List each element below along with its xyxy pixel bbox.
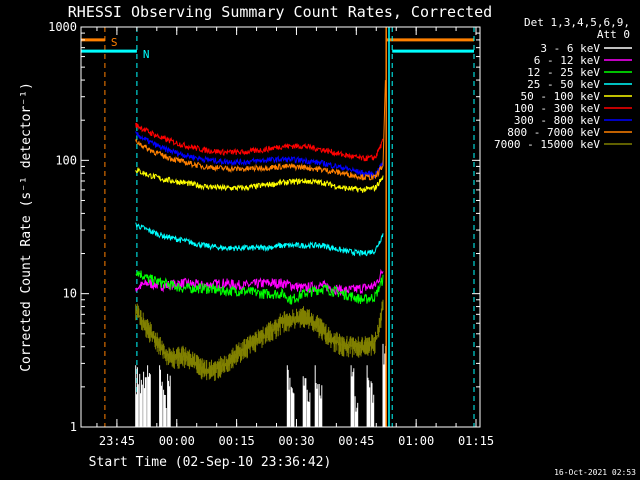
x-axis-label: Start Time (02-Sep-10 23:36:42) <box>89 455 332 470</box>
event-lines <box>385 27 390 427</box>
legend-label-6-12-kev: 6 - 12 keV <box>534 54 601 67</box>
flare-rise-line <box>382 80 386 167</box>
legend-header-line-2: Att 0 <box>597 28 630 41</box>
axis-ticks: 1 10 100 1000 23:45 00:00 00:15 00:30 00:45 01:00… <box>48 20 494 448</box>
legend-label-800-7000-kev: 800 - 7000 keV <box>507 126 600 139</box>
legend-label-100-300-kev: 100 - 300 keV <box>514 102 600 115</box>
legend-label-12-25-kev: 12 - 25 keV <box>527 66 600 79</box>
legend-label-50-100-kev: 50 - 100 keV <box>521 90 601 103</box>
annotation-N-label: N <box>143 48 150 61</box>
y-tick-label-1: 1 <box>70 420 77 434</box>
series-3-6-kev-line <box>135 343 387 427</box>
series-7000-15000-kev-line <box>135 299 384 381</box>
series-layer <box>135 80 387 427</box>
x-tick-label-2: 00:15 <box>219 434 255 448</box>
x-tick-label-1: 00:00 <box>159 434 195 448</box>
y-tick-label-1000: 1000 <box>48 20 77 34</box>
x-tick-label-4: 00:45 <box>338 434 374 448</box>
series-25-50-kev-line <box>135 222 384 257</box>
x-tick-label-3: 00:30 <box>278 434 314 448</box>
x-tick-label-6: 01:15 <box>458 434 494 448</box>
legend-label-7000-15000-kev: 7000 - 15000 keV <box>494 138 600 151</box>
plot-frame <box>80 26 481 428</box>
chart-title: RHESSI Observing Summary Count Rates, Co… <box>68 3 492 21</box>
y-tick-label-10: 10 <box>63 287 77 301</box>
y-axis-label: Corrected Count Rate (s⁻¹ detector⁻¹) <box>19 82 34 372</box>
series-800-7000-kev-line <box>135 138 384 182</box>
series-300-800-kev-line <box>135 131 384 179</box>
legend-label-3-6-kev: 3 - 6 keV <box>540 42 600 55</box>
legend-label-25-50-kev: 25 - 50 keV <box>527 78 600 91</box>
series-100-300-kev-line <box>135 122 384 162</box>
x-tick-label-0: 23:45 <box>99 434 135 448</box>
series-50-100-kev-line <box>135 167 384 193</box>
instrument-state-annotations: SN <box>81 27 475 427</box>
annotation-S-label: S <box>111 36 118 49</box>
x-tick-label-5: 01:00 <box>398 434 434 448</box>
y-tick-label-100: 100 <box>55 153 77 167</box>
series-12-25-kev-line <box>135 270 384 305</box>
footer-timestamp: 16-Oct-2021 02:53 <box>554 468 636 477</box>
legend-header-line-1: Det 1,3,4,5,6,9, <box>524 16 630 29</box>
legend-label-300-800-kev: 300 - 800 keV <box>514 114 600 127</box>
